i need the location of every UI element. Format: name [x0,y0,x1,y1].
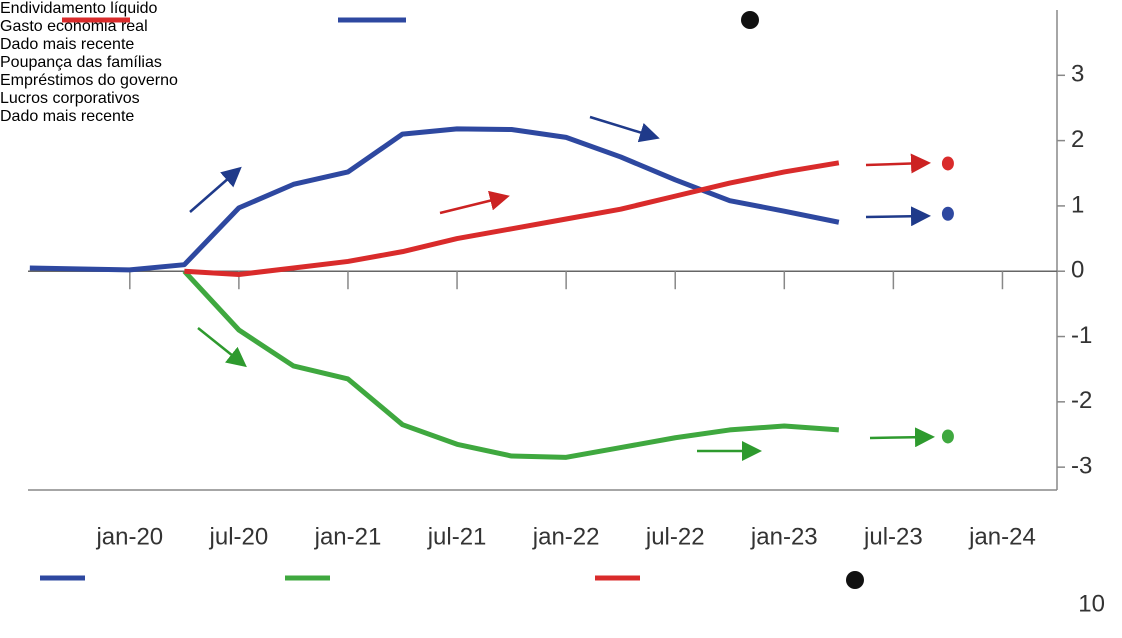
y-tick-label: 1 [1071,191,1084,218]
y-tick-label: 3 [1071,61,1084,88]
latest-dot [941,156,954,171]
legend-dot [846,571,864,589]
arrow [865,206,931,227]
y-tick-label: 0 [1071,257,1084,284]
legend-label: Empréstimos do governo [0,72,178,89]
arrow [869,427,935,448]
arrow [189,166,242,213]
y-tick-label: -2 [1071,387,1092,414]
series-line [29,126,840,273]
y-tick-label: -3 [1071,452,1092,479]
legend-label: Dado mais recente [0,108,135,125]
legend-label: Endividamento líquido [0,0,158,17]
legend-label: Poupança das famílias [0,54,162,71]
arrow [589,115,660,143]
x-tick-label: jul-21 [427,523,487,550]
x-tick-label: jul-23 [863,523,923,550]
legend-label: Lucros corporativos [0,90,140,107]
x-tick-label: jan-21 [314,523,382,550]
x-tick-label: jan-23 [750,523,818,550]
arrow [197,327,247,368]
latest-dot [941,429,954,444]
arrow [439,190,510,215]
x-tick-label: jan-20 [95,523,163,550]
arrows [189,115,935,461]
latest-dot [941,206,954,221]
y-tick-label: -1 [1071,322,1092,349]
arrow [865,153,931,174]
series-line [184,160,840,277]
x-tick-label: jul-20 [209,523,269,550]
x-tick-label: jan-22 [532,523,600,550]
legend-label: Dado mais recente [0,36,135,53]
x-tick-label: jul-22 [645,523,705,550]
x-tick-label: jan-24 [968,523,1036,550]
series-line [182,269,840,460]
page-number: 10 [1078,590,1105,617]
y-tick-label: 2 [1071,126,1084,153]
legend-dot [741,11,759,29]
